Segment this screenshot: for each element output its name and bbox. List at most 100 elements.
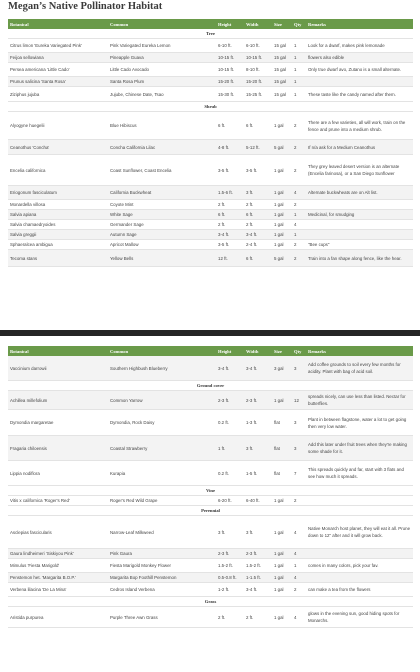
- qty-cell: 1: [292, 229, 306, 240]
- botanical-cell: Citrus limon 'Eureka Variegated Pink': [8, 38, 108, 53]
- plant-row: Achillea millefolium Common Yarrow 2-3 ft.…: [8, 390, 413, 410]
- common-cell: Yellow Bells: [108, 249, 216, 267]
- remarks-cell: Train into a fan shape along fence, like…: [306, 249, 413, 267]
- size-cell: 1 gal: [272, 239, 292, 250]
- width-cell: 6 ft.: [244, 209, 272, 220]
- common-cell: Coast Sunflower, Coast Encelia: [108, 154, 216, 186]
- qty-cell: 7: [292, 460, 306, 486]
- plant-row: Prunus salicina 'Santa Rosa' Santa Rosa P…: [8, 76, 413, 87]
- table-body: Tree Citrus limon 'Eureka Variegated Pink…: [8, 29, 413, 267]
- botanical-cell: Feijoa sellowiana: [8, 52, 108, 63]
- plant-row: Alyogyne huegelii Blue Hibiscus 6 ft. 6 ft.…: [8, 111, 413, 140]
- header-botanical: Botanical: [8, 19, 108, 29]
- botanical-cell: Ziziphus jujuba: [8, 86, 108, 102]
- size-cell: 15 gal: [272, 86, 292, 102]
- qty-cell: 2: [292, 249, 306, 267]
- qty-cell: 1: [292, 209, 306, 220]
- size-cell: 1 gal: [272, 582, 292, 597]
- section-label: Grass: [8, 596, 413, 607]
- header-common: Common: [108, 346, 216, 356]
- common-cell: White Sage: [108, 209, 216, 220]
- common-cell: Concha California Lilac: [108, 139, 216, 155]
- common-cell: Pineapple Guava: [108, 52, 216, 63]
- remarks-cell: Plant in between flagstone, water a lot …: [306, 409, 413, 436]
- size-cell: 5 gal: [272, 249, 292, 267]
- common-cell: Common Yarrow: [108, 390, 216, 410]
- width-cell: 6 ft.: [244, 249, 272, 267]
- size-cell: 1 gal: [272, 229, 292, 240]
- qty-cell: 1: [292, 62, 306, 77]
- page-title: Megan’s Native Pollinator Habitat: [8, 1, 163, 12]
- width-cell: 6 ft.: [244, 111, 272, 140]
- remarks-cell: [306, 76, 413, 87]
- plant-row: Citrus limon 'Eureka Variegated Pink' Pin…: [8, 38, 413, 53]
- qty-cell: 3: [292, 356, 306, 381]
- plant-row: Fragaria chiloensis Coastal Strawberry 1 f…: [8, 435, 413, 461]
- remarks-cell: [306, 229, 413, 240]
- botanical-cell: Verbena lilacina 'De La Mina': [8, 582, 108, 597]
- table-header-row: Botanical Common Height Width Size Qty R…: [8, 19, 413, 29]
- botanical-cell: Salvia apiana: [8, 209, 108, 220]
- plant-row: Penstemon het. 'Margarita B.O.P.' Margari…: [8, 572, 413, 583]
- botanical-cell: Gaura lindheimeri 'Siskiyou Pink': [8, 548, 108, 559]
- common-cell: Cedros Island Verbena: [108, 582, 216, 597]
- qty-cell: 1: [292, 558, 306, 573]
- section-label: Vine: [8, 485, 413, 496]
- width-cell: 1-3 ft.: [244, 409, 272, 436]
- remarks-cell: If n/a ask for a Medium Ceanothus: [306, 139, 413, 155]
- botanical-cell: Eriogonum fasciculatum: [8, 185, 108, 200]
- height-cell: 2-3 ft.: [216, 390, 244, 410]
- qty-cell: 1: [292, 38, 306, 53]
- remarks-cell: [306, 495, 413, 506]
- height-cell: 3-4 ft.: [216, 229, 244, 240]
- width-cell: 15-20 ft.: [244, 76, 272, 87]
- size-cell: 1 gal: [272, 209, 292, 220]
- plant-row: Tecoma stans Yellow Bells 12 ft. 6 ft. 5 gal…: [8, 249, 413, 267]
- height-cell: 6-20 ft.: [216, 495, 244, 506]
- section-header-row: Grass: [8, 596, 413, 607]
- common-cell: Coyote Mint: [108, 199, 216, 210]
- plant-row: Ziziphus jujuba Jujube, Chinese Date, Tsa…: [8, 86, 413, 102]
- remarks-cell: [306, 572, 413, 583]
- height-cell: 15-20 ft.: [216, 76, 244, 87]
- plant-row: Verbena lilacina 'De La Mina' Cedros Isla…: [8, 582, 413, 597]
- header-common: Common: [108, 19, 216, 29]
- common-cell: Apricot Mallow: [108, 239, 216, 250]
- common-cell: Germander Sage: [108, 219, 216, 230]
- height-cell: 15-30 ft.: [216, 86, 244, 102]
- size-cell: flat: [272, 460, 292, 486]
- botanical-cell: Tecoma stans: [8, 249, 108, 267]
- width-cell: 3 ft.: [244, 435, 272, 461]
- plant-row: Lippia nodiflora Kurapia 0.2 ft. 1-5 ft. fla…: [8, 460, 413, 486]
- remarks-cell: Add coffee grounds to soil every few mon…: [306, 356, 413, 381]
- remarks-cell: These taste like the candy named after t…: [306, 86, 413, 102]
- common-cell: California Buckwheat: [108, 185, 216, 200]
- plant-row: Monardella villosa Coyote Mint 2 ft. 2 ft. 1…: [8, 199, 413, 210]
- plant-row: Gaura lindheimeri 'Siskiyou Pink' Pink Ga…: [8, 548, 413, 559]
- qty-cell: 2: [292, 139, 306, 155]
- common-cell: Autumn Sage: [108, 229, 216, 240]
- width-cell: 1-1.5 ft.: [244, 572, 272, 583]
- botanical-cell: Aristida purpurea: [8, 606, 108, 628]
- header-width: Width: [244, 346, 272, 356]
- width-cell: 1-5 ft.: [244, 460, 272, 486]
- remarks-cell: [306, 219, 413, 230]
- height-cell: 0.5-0.8 ft.: [216, 572, 244, 583]
- remarks-cell: Medicinal, for smudging: [306, 209, 413, 220]
- common-cell: Little Cado Avocado: [108, 62, 216, 77]
- plant-row: Salvia greggii Autumn Sage 3-4 ft. 3-4 ft. 1…: [8, 229, 413, 240]
- header-height: Height: [216, 19, 244, 29]
- plant-table-page-1: Botanical Common Height Width Size Qty R…: [8, 19, 413, 267]
- height-cell: 10-15 ft.: [216, 52, 244, 63]
- size-cell: 15 gal: [272, 52, 292, 63]
- section-label: Shrub: [8, 101, 413, 112]
- header-remarks: Remarks: [306, 346, 413, 356]
- plant-row: Feijoa sellowiana Pineapple Guava 10-15 ft…: [8, 52, 413, 63]
- size-cell: 1 gal: [272, 558, 292, 573]
- size-cell: 15 gal: [272, 62, 292, 77]
- size-cell: 1 gal: [272, 199, 292, 210]
- size-cell: 1 gal: [272, 111, 292, 140]
- header-botanical: Botanical: [8, 346, 108, 356]
- plant-row: Salvia chamaedryoides Germander Sage 2 ft.…: [8, 219, 413, 230]
- size-cell: 15 gal: [272, 38, 292, 53]
